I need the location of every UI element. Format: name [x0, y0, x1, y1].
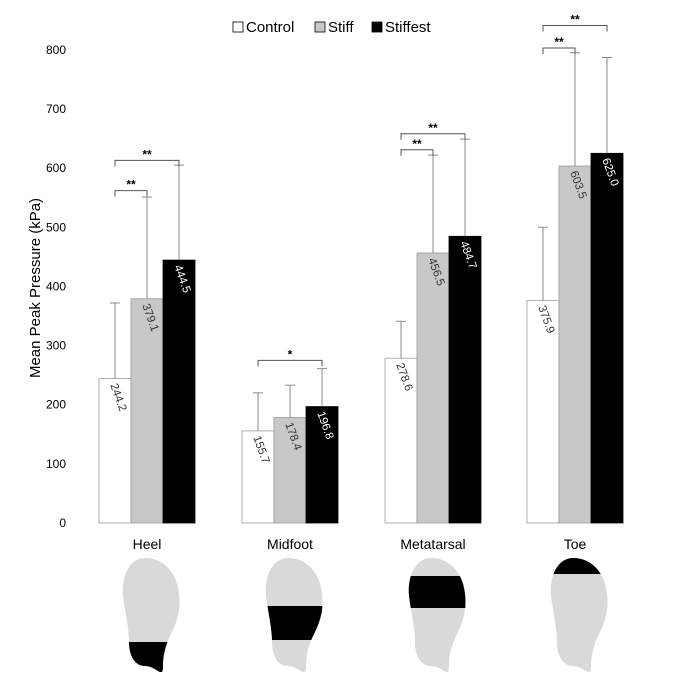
bar	[384, 357, 418, 524]
significance-marker: **	[570, 13, 580, 27]
bar	[241, 430, 275, 524]
bar	[448, 235, 482, 524]
category-label: Heel	[133, 536, 162, 552]
significance-marker: **	[554, 35, 564, 49]
y-tick-label: 0	[59, 516, 66, 530]
bar	[590, 152, 624, 524]
foot-region-highlight	[550, 558, 608, 574]
category-label: Toe	[564, 536, 587, 552]
significance-bracket	[400, 133, 466, 140]
foot-outline	[408, 558, 466, 673]
bars	[98, 152, 624, 524]
foot-diagrams	[122, 558, 608, 673]
bar	[305, 406, 339, 524]
legend-swatch	[314, 21, 326, 33]
significance-brackets: *************	[114, 13, 608, 367]
legend: Control Stiff Stiffest	[232, 19, 431, 36]
y-tick-label: 300	[46, 339, 66, 353]
y-tick-label: 700	[46, 102, 66, 116]
y-axis-ticks: 0 100 200 300 400 500 600 700 800	[46, 43, 66, 530]
legend-swatch	[232, 21, 244, 33]
significance-bracket	[114, 159, 180, 167]
significance-bracket	[257, 359, 323, 367]
category-label: Metatarsal	[400, 536, 465, 552]
significance-bracket	[542, 47, 576, 55]
significance-bracket	[542, 25, 608, 32]
bar	[130, 298, 164, 524]
y-tick-label: 800	[46, 43, 66, 57]
foot-region-highlight	[122, 642, 180, 672]
legend-label: Stiffest	[385, 19, 431, 36]
y-tick-label: 600	[46, 161, 66, 175]
significance-marker: *	[288, 347, 293, 361]
significance-marker: **	[142, 147, 152, 161]
bar	[162, 259, 196, 524]
bar	[98, 378, 132, 524]
foot-outline	[550, 558, 608, 673]
y-tick-label: 400	[46, 279, 66, 293]
legend-swatch	[371, 21, 383, 33]
error-bars	[110, 52, 612, 431]
y-axis-label: Mean Peak Pressure (kPa)	[27, 198, 44, 378]
legend-label: Stiff	[328, 19, 354, 36]
bar	[526, 300, 560, 524]
y-tick-label: 500	[46, 220, 66, 234]
category-label: Midfoot	[267, 536, 313, 552]
significance-marker: **	[412, 137, 422, 151]
legend-label: Control	[246, 19, 294, 36]
significance-bracket	[114, 190, 148, 197]
significance-bracket	[400, 149, 434, 156]
bar	[558, 165, 592, 524]
bar	[416, 252, 450, 524]
y-tick-label: 200	[46, 398, 66, 412]
significance-marker: **	[428, 121, 438, 135]
foot-region-highlight	[408, 576, 466, 608]
category-labels: Heel Midfoot Metatarsal Toe	[133, 536, 587, 552]
foot-region-highlight	[265, 606, 323, 640]
y-tick-label: 100	[46, 457, 66, 471]
significance-marker: **	[126, 178, 136, 192]
